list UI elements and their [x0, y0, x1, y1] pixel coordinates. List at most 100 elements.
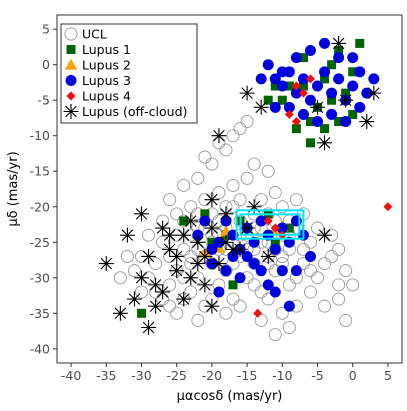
data-point — [228, 280, 238, 290]
x-tick-label: -10 — [272, 368, 292, 383]
y-tick-label: -40 — [30, 341, 50, 356]
data-point — [319, 66, 331, 78]
data-point — [177, 178, 191, 192]
data-point — [255, 215, 267, 227]
x-tick-label: -5 — [311, 368, 323, 383]
data-point — [112, 305, 128, 321]
data-point — [318, 257, 332, 271]
data-point — [283, 101, 295, 113]
y-tick-label: 5 — [42, 22, 50, 37]
data-point — [253, 99, 269, 115]
data-point — [319, 37, 331, 49]
data-point — [262, 59, 274, 71]
x-tick-label: 0 — [349, 368, 357, 383]
data-point — [204, 298, 220, 314]
data-point — [332, 278, 346, 292]
data-point — [290, 265, 302, 277]
data-point — [305, 74, 315, 84]
data-point — [311, 271, 325, 285]
legend-marker — [66, 45, 76, 54]
data-point — [333, 73, 345, 85]
data-point — [127, 264, 141, 278]
data-point — [211, 128, 227, 144]
data-point — [332, 292, 346, 306]
data-point — [304, 45, 316, 57]
data-point — [219, 306, 233, 320]
data-point — [162, 227, 178, 243]
data-point — [327, 95, 337, 105]
data-point — [297, 108, 309, 120]
x-tick-label: -25 — [166, 368, 186, 383]
data-point — [282, 278, 296, 292]
data-point — [246, 199, 262, 215]
legend-entry: Lupus 3 — [65, 73, 131, 88]
data-point — [269, 286, 281, 298]
data-point — [226, 200, 240, 214]
x-tick-label: -40 — [61, 368, 81, 383]
data-point — [355, 38, 365, 48]
data-point — [326, 108, 338, 120]
data-point — [148, 277, 164, 293]
data-point — [339, 313, 353, 327]
data-point — [156, 235, 170, 249]
data-point — [211, 256, 227, 272]
data-point — [218, 234, 234, 250]
data-point — [282, 320, 296, 334]
data-point — [190, 234, 206, 250]
data-point — [276, 80, 288, 92]
data-point — [291, 81, 301, 91]
data-point — [197, 249, 213, 264]
legend-label: Lupus 4 — [82, 89, 131, 104]
data-point — [163, 278, 177, 292]
series-lupus-off-cloud — [98, 35, 382, 335]
data-point — [275, 249, 289, 263]
x-tick-label: -15 — [237, 368, 257, 383]
data-point — [212, 186, 226, 200]
x-tick-label: -30 — [131, 368, 151, 383]
data-point — [119, 227, 135, 243]
data-point — [318, 299, 332, 313]
legend-entry: UCL — [64, 27, 107, 42]
data-point — [276, 222, 288, 234]
data-point — [155, 284, 171, 300]
legend-label: Lupus (off-cloud) — [82, 104, 187, 119]
x-tick-label: 5 — [384, 368, 392, 383]
data-point — [312, 80, 324, 92]
data-point — [197, 277, 213, 293]
data-point — [261, 292, 275, 306]
legend-marker — [64, 58, 78, 70]
data-point — [183, 270, 199, 286]
data-point — [190, 256, 206, 272]
data-point — [233, 299, 247, 313]
data-point — [354, 66, 366, 78]
data-point — [291, 117, 301, 127]
data-point — [268, 186, 282, 200]
data-point — [213, 286, 225, 298]
data-point — [247, 257, 261, 271]
y-tick-label: -5 — [38, 93, 50, 108]
data-point — [296, 257, 310, 271]
data-point — [354, 101, 366, 113]
data-point — [141, 320, 156, 335]
data-point — [198, 150, 212, 164]
data-point — [176, 227, 192, 243]
legend-label: Lupus 3 — [82, 73, 131, 88]
data-point — [204, 220, 220, 236]
data-point — [260, 249, 276, 264]
data-point — [142, 228, 156, 242]
data-point — [284, 81, 294, 91]
data-point — [184, 285, 198, 299]
data-point — [239, 85, 255, 101]
data-point — [325, 249, 339, 263]
data-point — [275, 306, 289, 320]
series-lupus-3 — [192, 37, 380, 312]
x-tick-label: -35 — [96, 368, 116, 383]
data-point — [162, 241, 178, 257]
data-point — [270, 237, 280, 247]
data-point — [305, 117, 315, 127]
data-point — [169, 249, 185, 264]
data-point — [183, 213, 199, 229]
data-point — [240, 171, 254, 185]
